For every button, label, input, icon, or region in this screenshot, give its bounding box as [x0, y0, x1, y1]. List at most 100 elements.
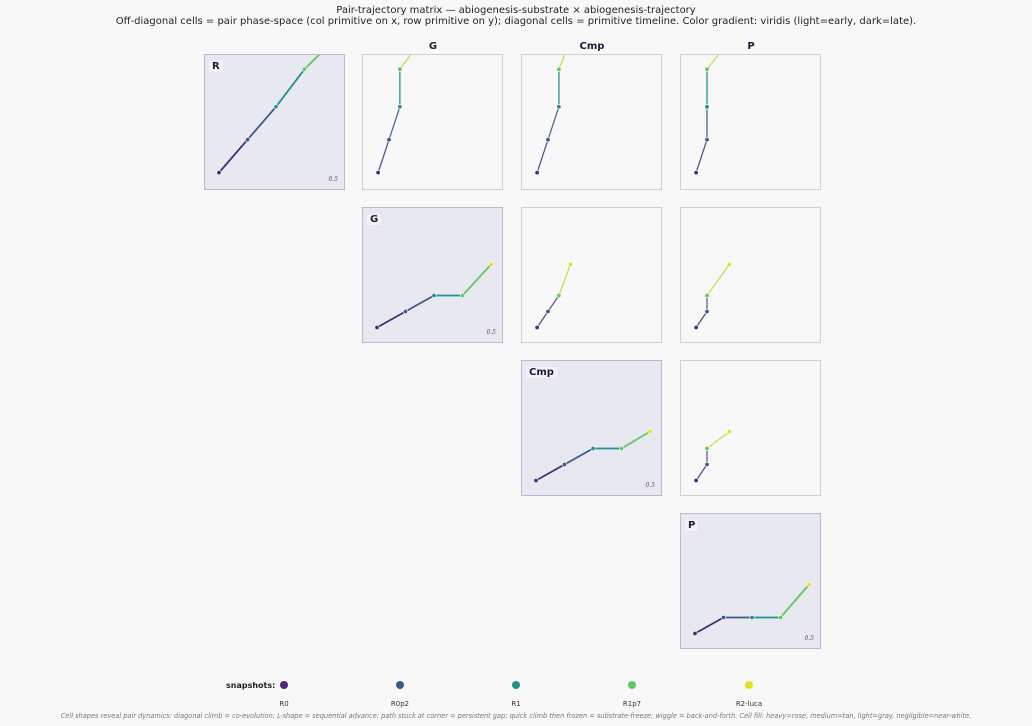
snapshot-point-r0p2 — [244, 137, 250, 143]
trajectory-segment — [246, 105, 277, 141]
legend-label: R1p7 — [622, 700, 642, 708]
cell-g-p — [680, 207, 821, 343]
trajectory-segment — [558, 263, 572, 297]
trajectory-segment — [706, 430, 731, 450]
trajectory-segment — [706, 263, 731, 297]
trajectory-segment — [461, 263, 492, 297]
trajectory-segment — [563, 447, 594, 466]
trajectory-segment — [547, 106, 560, 141]
legend-swatch — [280, 681, 288, 689]
diag-tick-label: 0.5 — [804, 635, 814, 642]
diag-label: Cmp — [526, 367, 557, 378]
trajectory-segment — [404, 294, 435, 313]
trajectory-plot — [693, 261, 732, 330]
snapshot-point-r0 — [533, 477, 539, 483]
snapshot-point-r0p2 — [402, 309, 408, 315]
trajectory-segment — [620, 430, 651, 450]
cell-r-g — [362, 54, 503, 190]
trajectory-segment — [536, 310, 549, 329]
diag-label: P — [685, 520, 699, 531]
trajectory-segment — [695, 139, 708, 174]
diag-tick-label: 0.5 — [328, 176, 338, 183]
trajectory-segment — [536, 139, 549, 174]
snapshot-point-r1 — [704, 104, 710, 110]
snapshot-point-r2-luca — [567, 261, 573, 267]
snapshot-point-r1 — [590, 446, 596, 452]
snapshot-point-r0 — [693, 477, 699, 483]
trajectory-segment — [706, 55, 720, 70]
col-header-p: P — [747, 41, 755, 52]
legend-label: R0 — [279, 700, 289, 708]
trajectory-plot — [692, 582, 812, 636]
snapshot-point-r1p7 — [556, 66, 562, 72]
chart-title: Pair-trajectory matrix — abiogenesis-sub… — [336, 5, 696, 16]
snapshot-legend: snapshots: R0 R0p2 R1 R1p7 R2-luca — [0, 678, 1032, 712]
snapshot-point-r1p7 — [556, 293, 562, 299]
trajectory-plot — [374, 261, 494, 330]
snapshot-point-r0p2 — [545, 137, 551, 143]
snapshot-point-r1 — [397, 104, 403, 110]
cell-cmp-cmp: Cmp 0.5 — [521, 360, 662, 496]
trajectory-segment — [535, 463, 566, 482]
snapshot-point-r1p7 — [397, 66, 403, 72]
snapshot-point-r0p2 — [720, 615, 726, 621]
snapshot-point-r1 — [556, 104, 562, 110]
legend-label: R1 — [511, 700, 521, 708]
legend-item: R1 — [486, 678, 546, 708]
snapshot-point-r0p2 — [704, 462, 710, 468]
snapshot-point-r1p7 — [778, 615, 784, 621]
snapshot-point-r1p7 — [460, 293, 466, 299]
cell-g-cmp — [521, 207, 662, 343]
snapshot-point-r0p2 — [704, 309, 710, 315]
snapshot-point-r0 — [375, 170, 381, 176]
chart-subtitle: Off-diagonal cells = pair phase-space (c… — [115, 16, 917, 27]
snapshot-point-r0 — [374, 324, 380, 330]
cell-cmp-p — [680, 360, 821, 496]
snapshot-point-r1p7 — [619, 446, 625, 452]
trajectory-segment — [399, 55, 412, 70]
cell-p-p: P 0.5 — [680, 513, 821, 649]
legend-swatch — [745, 681, 753, 689]
trajectory-segment — [275, 68, 306, 108]
cell-r-r: R 0.5 — [204, 54, 345, 190]
trajectory-segment — [695, 310, 708, 329]
trajectory-segment — [694, 616, 725, 635]
snapshot-point-r2-luca — [726, 261, 732, 267]
footnote: Cell shapes reveal pair dynamics: diagon… — [60, 712, 972, 720]
diag-label: R — [209, 61, 223, 72]
diag-tick-label: 0.5 — [645, 482, 655, 489]
legend-label: R2-luca — [735, 700, 763, 708]
trajectory-plot — [693, 55, 720, 176]
cell-r-p — [680, 54, 821, 190]
legend-item: R0 — [254, 678, 314, 708]
legend-item: R0p2 — [370, 678, 430, 708]
snapshot-point-r1 — [273, 104, 279, 110]
trajectory-segment — [376, 310, 407, 329]
cell-g-g: G 0.5 — [362, 207, 503, 343]
snapshot-point-r0 — [216, 170, 222, 176]
snapshot-point-r0 — [534, 170, 540, 176]
snapshot-point-r0 — [534, 324, 540, 330]
trajectory-segment — [377, 139, 390, 174]
trajectory-segment — [779, 583, 810, 619]
trajectory-segment — [388, 106, 401, 141]
col-header-g: G — [428, 41, 438, 52]
snapshot-point-r0p2 — [704, 137, 710, 143]
snapshot-point-r1p7 — [704, 66, 710, 72]
trajectory-plot — [693, 429, 732, 483]
snapshot-point-r1p7 — [704, 293, 710, 299]
trajectory-plot — [534, 55, 566, 176]
snapshot-point-r2-luca — [726, 429, 732, 435]
trajectory-plot — [533, 429, 653, 483]
diag-label: G — [367, 214, 382, 225]
snapshot-point-r0 — [692, 630, 698, 636]
trajectory-plot — [375, 55, 412, 176]
legend-swatch — [396, 681, 404, 689]
trajectory-segment — [218, 138, 249, 174]
legend-item: R1p7 — [602, 678, 662, 708]
legend-swatch — [512, 681, 520, 689]
legend-item: R2-luca — [719, 678, 779, 708]
snapshot-point-r1p7 — [704, 446, 710, 452]
snapshot-point-r0 — [693, 324, 699, 330]
trajectory-segment — [303, 55, 321, 71]
